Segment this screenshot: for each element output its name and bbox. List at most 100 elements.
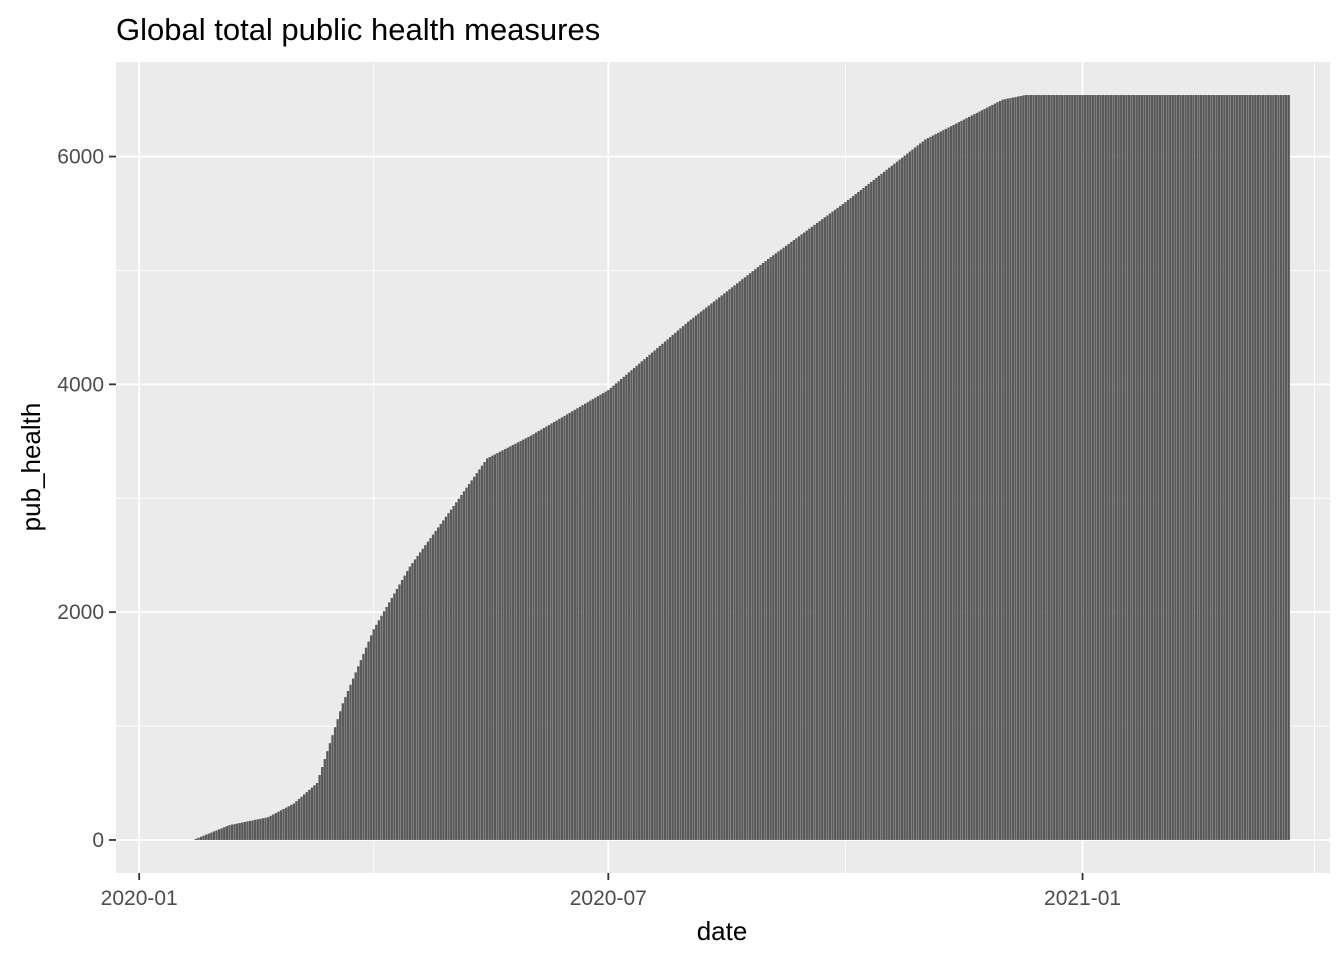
bar <box>1014 97 1017 840</box>
bar <box>849 198 852 840</box>
bar <box>671 334 674 840</box>
bar <box>344 697 347 840</box>
bar <box>524 438 527 840</box>
bar <box>230 824 234 840</box>
bar <box>710 303 713 840</box>
bar <box>1022 95 1025 840</box>
bar <box>225 826 228 840</box>
bar <box>323 759 326 840</box>
bar <box>893 163 896 840</box>
bar <box>1016 96 1020 840</box>
bar <box>769 257 772 840</box>
bar <box>1032 95 1035 840</box>
bar <box>1078 95 1082 840</box>
bar <box>681 326 685 840</box>
bar <box>1122 95 1125 840</box>
bar <box>212 831 216 840</box>
bar <box>877 175 881 840</box>
bar <box>1063 95 1066 840</box>
bar <box>465 487 468 840</box>
bar <box>529 435 533 840</box>
bar <box>424 545 427 840</box>
bar <box>1202 95 1205 840</box>
bar <box>1009 98 1012 840</box>
bar <box>321 767 324 840</box>
bar <box>545 426 548 840</box>
bar <box>576 408 579 840</box>
bar <box>774 253 777 840</box>
bar <box>764 261 767 840</box>
bar <box>351 678 355 840</box>
bar <box>1130 95 1133 840</box>
bar <box>372 629 375 840</box>
bar <box>1261 95 1265 840</box>
bar <box>911 149 914 840</box>
bar <box>635 365 638 840</box>
bar <box>328 743 332 840</box>
bar <box>733 285 736 840</box>
bar <box>836 207 839 840</box>
bar <box>336 719 339 840</box>
bar <box>1277 95 1280 840</box>
bar <box>568 412 571 840</box>
bar <box>782 247 785 840</box>
bar <box>1094 95 1097 840</box>
bar <box>754 269 757 840</box>
bar <box>331 735 334 840</box>
bar <box>846 200 850 840</box>
bar <box>256 819 259 840</box>
bar <box>522 439 525 840</box>
bar <box>1055 95 1058 840</box>
bar <box>359 660 363 840</box>
bar <box>1225 95 1229 840</box>
bar <box>1071 95 1074 840</box>
bar <box>638 363 641 840</box>
bar <box>248 820 252 840</box>
bar <box>632 367 636 840</box>
bar <box>498 451 502 840</box>
bar <box>243 821 247 840</box>
bar <box>1256 95 1259 840</box>
bar <box>1109 95 1113 840</box>
bar <box>906 153 909 840</box>
bar <box>1107 95 1110 840</box>
bars <box>194 95 1290 840</box>
bar <box>1104 95 1107 840</box>
bar <box>406 571 409 840</box>
bar <box>519 440 522 840</box>
bar <box>277 811 280 840</box>
bar <box>473 476 476 840</box>
bar <box>980 110 984 840</box>
bar <box>614 383 618 840</box>
bar <box>1112 95 1115 840</box>
bar <box>1143 95 1146 840</box>
bar <box>720 295 723 840</box>
bar <box>645 357 649 840</box>
bar <box>1264 95 1267 840</box>
bar <box>1197 95 1200 840</box>
bar <box>1045 95 1048 840</box>
bar <box>297 798 301 840</box>
bar <box>926 138 930 840</box>
bar <box>810 226 814 840</box>
bar <box>1148 95 1151 840</box>
bar <box>1053 95 1056 840</box>
bar <box>772 255 775 840</box>
bar <box>1238 95 1241 840</box>
bar <box>872 179 875 840</box>
bar <box>470 480 473 840</box>
bar <box>988 106 991 840</box>
bar <box>215 830 218 840</box>
bar <box>957 122 960 840</box>
bar <box>821 219 824 840</box>
bar <box>666 339 669 840</box>
bar <box>867 183 870 840</box>
bar <box>560 417 564 840</box>
bar <box>1019 96 1022 840</box>
y-axis-title: pub_health <box>16 403 46 532</box>
bar <box>1150 95 1154 840</box>
bar <box>831 211 834 840</box>
bar <box>715 299 718 840</box>
bar <box>534 432 538 840</box>
